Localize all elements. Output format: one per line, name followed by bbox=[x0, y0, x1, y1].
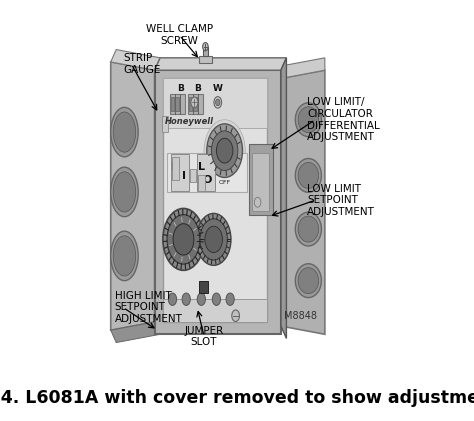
Ellipse shape bbox=[298, 163, 319, 189]
Text: L: L bbox=[198, 162, 205, 172]
Text: JUMPER
SLOT: JUMPER SLOT bbox=[184, 325, 224, 347]
Ellipse shape bbox=[113, 112, 136, 152]
Circle shape bbox=[205, 226, 222, 253]
Bar bbox=[199, 282, 208, 293]
Ellipse shape bbox=[111, 167, 138, 217]
Circle shape bbox=[200, 219, 228, 260]
Text: WELL CLAMP
SCREW: WELL CLAMP SCREW bbox=[146, 24, 213, 46]
Circle shape bbox=[254, 197, 261, 207]
Bar bbox=[163, 299, 267, 322]
Bar bbox=[252, 153, 269, 210]
Circle shape bbox=[211, 131, 238, 171]
Circle shape bbox=[197, 293, 205, 305]
Text: LOW LIMIT
SETPOINT
ADJUSTMENT: LOW LIMIT SETPOINT ADJUSTMENT bbox=[307, 184, 375, 217]
Ellipse shape bbox=[111, 107, 138, 157]
Polygon shape bbox=[281, 58, 325, 78]
Ellipse shape bbox=[113, 172, 136, 212]
Bar bbox=[163, 78, 267, 322]
Bar bbox=[199, 56, 212, 63]
Polygon shape bbox=[111, 322, 160, 343]
Text: OFF: OFF bbox=[219, 180, 231, 185]
Text: STRIP
GAUGE: STRIP GAUGE bbox=[123, 53, 161, 75]
Ellipse shape bbox=[298, 107, 319, 133]
Polygon shape bbox=[281, 70, 325, 334]
Text: M8848: M8848 bbox=[283, 311, 317, 321]
Circle shape bbox=[167, 215, 200, 264]
Text: W: W bbox=[213, 84, 223, 93]
Ellipse shape bbox=[298, 216, 319, 242]
Bar bbox=[197, 155, 215, 191]
Text: H: H bbox=[171, 162, 180, 172]
Bar bbox=[167, 153, 246, 192]
Circle shape bbox=[168, 293, 177, 305]
Bar bbox=[190, 169, 196, 182]
Polygon shape bbox=[111, 62, 155, 330]
Polygon shape bbox=[189, 96, 192, 111]
Text: Honeywell: Honeywell bbox=[164, 117, 213, 126]
Text: Fig. 4. L6081A with cover removed to show adjustments.: Fig. 4. L6081A with cover removed to sho… bbox=[0, 389, 474, 407]
Circle shape bbox=[182, 293, 191, 305]
Circle shape bbox=[212, 293, 220, 305]
Bar bbox=[172, 157, 179, 179]
Bar bbox=[170, 94, 185, 114]
Ellipse shape bbox=[295, 212, 321, 246]
Text: B: B bbox=[194, 84, 201, 93]
Polygon shape bbox=[155, 58, 286, 70]
Bar bbox=[155, 70, 281, 334]
Circle shape bbox=[191, 97, 198, 108]
Bar bbox=[162, 116, 168, 132]
Circle shape bbox=[173, 224, 194, 255]
Ellipse shape bbox=[295, 103, 321, 137]
Ellipse shape bbox=[295, 158, 321, 192]
Polygon shape bbox=[171, 96, 174, 111]
Circle shape bbox=[216, 99, 220, 106]
Circle shape bbox=[232, 310, 239, 322]
Polygon shape bbox=[193, 96, 197, 111]
Bar bbox=[171, 155, 189, 191]
Bar bbox=[203, 47, 208, 56]
Ellipse shape bbox=[113, 236, 136, 276]
Text: LOW LIMIT/
CIRCULATOR
DIFFERENTIAL
ADJUSTMENT: LOW LIMIT/ CIRCULATOR DIFFERENTIAL ADJUS… bbox=[307, 97, 380, 142]
Text: O: O bbox=[203, 176, 212, 185]
Text: B: B bbox=[177, 84, 184, 93]
Ellipse shape bbox=[111, 231, 138, 281]
Polygon shape bbox=[175, 96, 179, 111]
Text: I: I bbox=[182, 171, 186, 181]
Circle shape bbox=[163, 208, 204, 270]
Ellipse shape bbox=[295, 264, 321, 298]
Circle shape bbox=[217, 138, 233, 163]
Circle shape bbox=[226, 293, 234, 305]
Circle shape bbox=[207, 124, 243, 178]
Circle shape bbox=[196, 213, 231, 265]
Circle shape bbox=[214, 96, 222, 108]
Bar bbox=[188, 94, 203, 114]
Bar bbox=[163, 78, 267, 128]
Polygon shape bbox=[281, 58, 286, 338]
Ellipse shape bbox=[298, 268, 319, 294]
Circle shape bbox=[203, 43, 208, 51]
Bar bbox=[198, 175, 205, 191]
Polygon shape bbox=[111, 50, 160, 70]
Text: HIGH LIMIT
SETPOINT
ADJUSTMENT: HIGH LIMIT SETPOINT ADJUSTMENT bbox=[115, 291, 182, 324]
Bar bbox=[249, 144, 273, 215]
Circle shape bbox=[204, 120, 245, 181]
